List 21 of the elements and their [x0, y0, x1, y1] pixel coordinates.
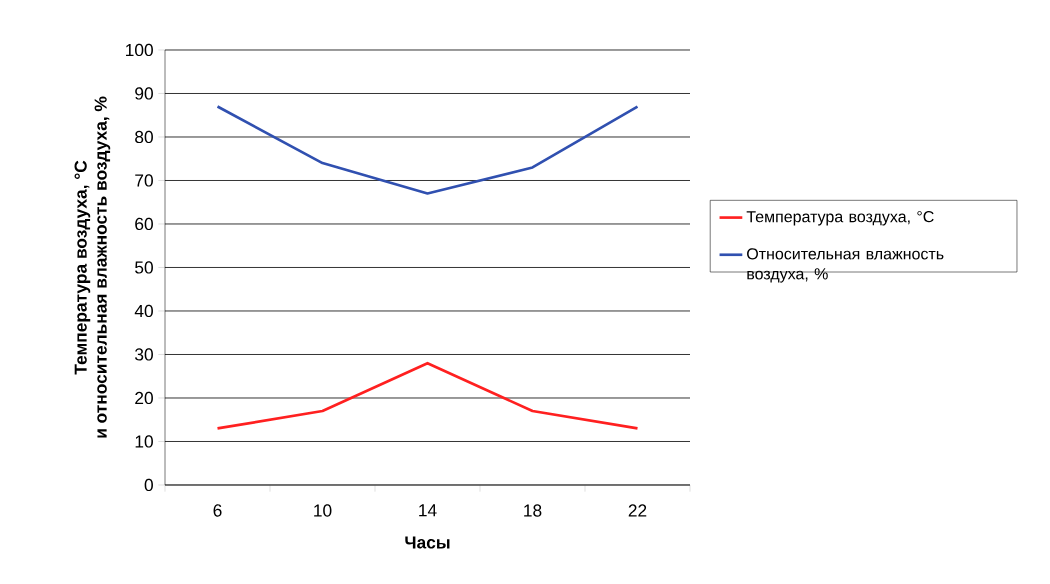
legend-label: Температура воздуха, °C [746, 211, 934, 226]
y-tick-label: 50 [135, 261, 153, 274]
y-tick-label: 80 [135, 130, 153, 144]
y-tick-label: 40 [134, 304, 153, 318]
y-tick-label: 100 [126, 43, 153, 57]
y-tick-label: 70 [135, 174, 153, 187]
x-tick-label: 22 [628, 504, 647, 517]
line-series [216, 105, 639, 195]
x-tick-label: 14 [419, 504, 437, 517]
y-tick-label: 30 [135, 348, 153, 361]
y-tick-label: 20 [135, 391, 153, 405]
y-tick-label: 90 [135, 87, 153, 100]
x-axis-title: Часы [405, 536, 450, 549]
y-tick-label: 10 [135, 435, 153, 448]
y-tick-label: 0 [144, 478, 153, 492]
y-tick-label: 60 [135, 217, 153, 231]
x-tick-label: 18 [524, 504, 542, 517]
y-axis-title: Температура воздуха, °C и относительная влажность воздуха, % [74, 96, 111, 438]
x-tick-label: 10 [314, 504, 332, 517]
x-tick-label: 6 [213, 504, 222, 517]
legend-label: Относительная влажность воздуха, % [747, 248, 944, 283]
